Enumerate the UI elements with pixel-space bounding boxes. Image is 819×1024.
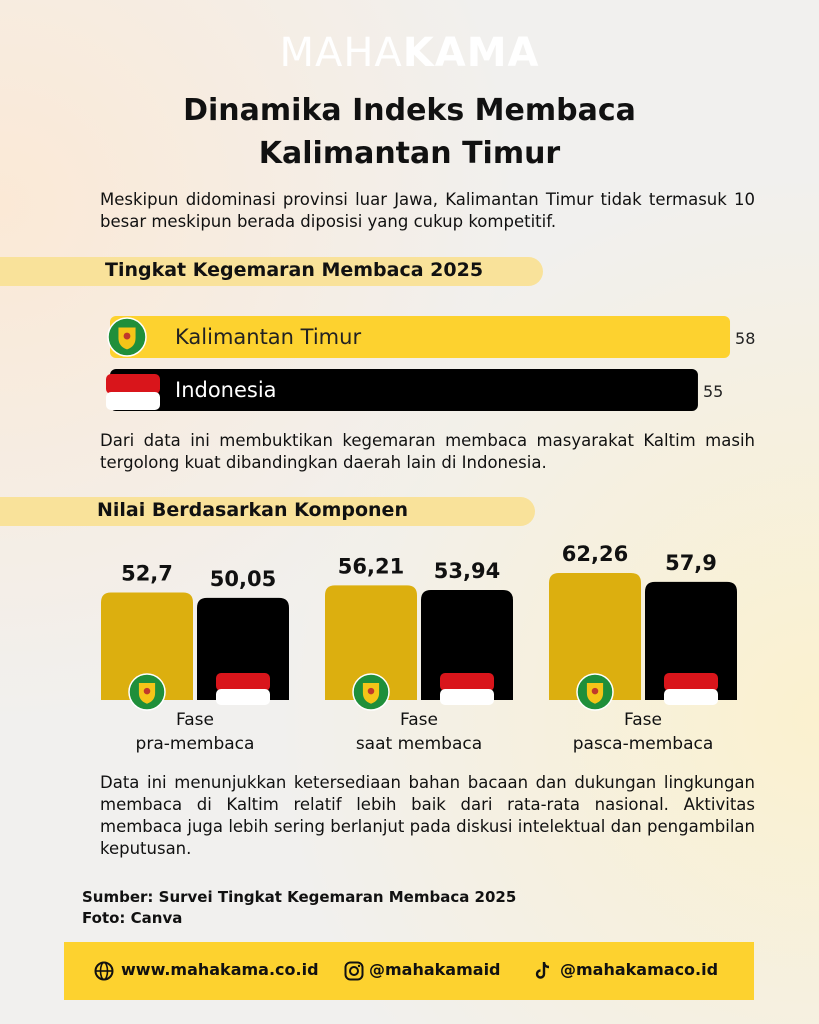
category-label: Fase saat membaca <box>355 710 483 754</box>
flag-red <box>664 673 718 691</box>
value-label: 53,94 <box>434 559 500 583</box>
value-label: 52,7 <box>121 561 173 585</box>
value-label: 57,9 <box>665 551 717 575</box>
flag-white <box>216 689 270 705</box>
finding: Data ini menunjukkan ketersediaan bahan … <box>100 773 755 858</box>
emblem <box>107 317 147 357</box>
section-pill <box>0 497 535 526</box>
brand-right: KAMA <box>402 30 540 76</box>
title-line: Kalimantan Timur <box>258 136 561 171</box>
emblem <box>352 673 390 711</box>
footer-link[interactable]: www.mahakama.co.id <box>121 960 319 979</box>
section-heading: Nilai Berdasarkan Komponen <box>97 499 408 521</box>
bar-label: Kalimantan Timur <box>175 325 361 349</box>
source: Sumber: Survei Tingkat Kegemaran Membaca… <box>82 888 517 906</box>
flag-white <box>106 392 160 410</box>
source: Foto: Canva <box>82 909 183 927</box>
emblem <box>576 673 614 711</box>
value-label: 56,21 <box>338 554 404 578</box>
flag-red <box>216 673 270 691</box>
finding: Dari data ini membuktikan kegemaran memb… <box>100 431 755 472</box>
bar-label: Indonesia <box>175 378 277 402</box>
bar <box>110 369 698 411</box>
value-label: 55 <box>703 382 723 401</box>
bar <box>645 581 737 700</box>
intro: Meskipun didominasi provinsi luar Jawa, … <box>100 190 755 231</box>
bar <box>110 316 731 358</box>
instagram-icon <box>344 961 364 981</box>
section-heading: Tingkat Kegemaran Membaca 2025 <box>105 259 484 281</box>
flag-white <box>440 689 494 705</box>
bar <box>549 572 641 700</box>
footer-link[interactable]: @mahakamaid <box>369 960 501 979</box>
emblem <box>128 673 166 711</box>
emblem-center <box>123 332 131 340</box>
title-line: Dinamika Indeks Membaca <box>183 93 636 128</box>
flag-white <box>664 689 718 705</box>
footer-link[interactable]: @mahakamaco.id <box>560 960 719 979</box>
bar <box>325 585 417 700</box>
flag-red <box>440 673 494 691</box>
flag <box>664 673 718 705</box>
value-label: 62,26 <box>562 542 628 566</box>
bar <box>421 589 513 700</box>
emblem-center <box>591 687 599 695</box>
flag <box>440 673 494 705</box>
tiktok-icon <box>535 961 550 979</box>
section-pill <box>0 257 543 286</box>
brand-left: MAHA <box>279 30 403 76</box>
value-label: 50,05 <box>210 567 276 591</box>
category-label: Fase pra-membaca <box>135 710 255 754</box>
web-icon <box>94 961 114 981</box>
emblem-center <box>143 687 151 695</box>
flag-red <box>106 374 160 394</box>
value-label: 58 <box>735 329 755 348</box>
flag <box>216 673 270 705</box>
bar <box>101 592 193 700</box>
brand: MAHAKAMA <box>0 30 819 76</box>
category-label: Fase pasca-membaca <box>572 710 714 754</box>
footer-band <box>64 942 754 1000</box>
emblem-center <box>367 687 375 695</box>
flag <box>106 374 160 410</box>
